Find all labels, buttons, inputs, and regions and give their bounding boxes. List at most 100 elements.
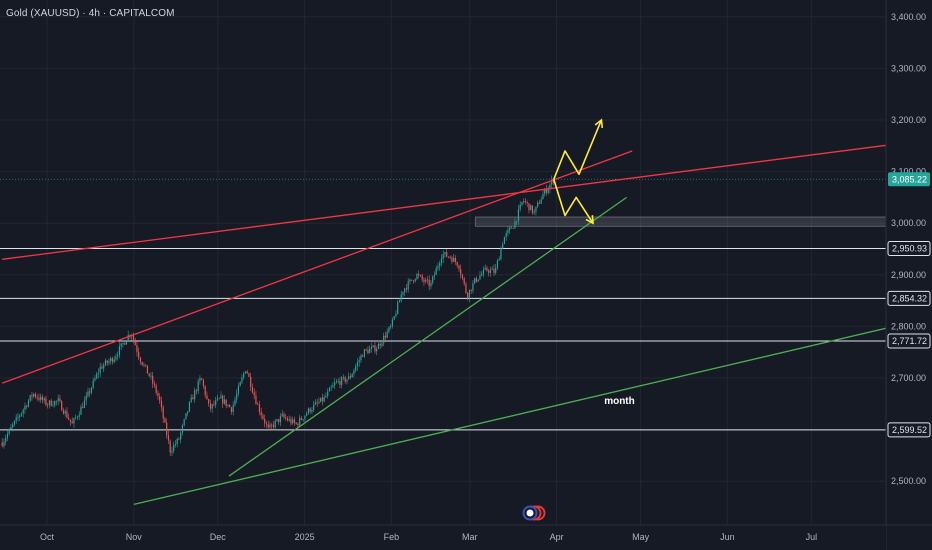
trendline[interactable] [133,306,932,506]
candle-body [31,394,33,397]
candle-body [169,440,171,453]
candle-body [306,413,308,416]
candle-body [304,415,306,420]
candle-body [125,341,128,345]
level-tag[interactable] [887,422,931,438]
candle-body [544,188,546,194]
trendline[interactable] [228,196,627,477]
price-tick-label: 3,000.00 [891,218,926,228]
candle-body [134,339,136,346]
candle-body [465,283,467,293]
candle-body [122,343,124,344]
candle-body [59,398,61,402]
candle-body [360,355,362,361]
candle-body [174,444,177,446]
candle-body [146,365,149,374]
candle-body [495,267,497,274]
trendline[interactable] [2,133,932,260]
candle-body [104,360,107,366]
price-axis[interactable]: 2,500.002,600.002,700.002,800.002,900.00… [885,0,932,550]
candle-body [428,279,430,287]
candle-body [423,279,425,282]
time-tick-label: Apr [550,532,564,542]
levels-layer [0,178,886,431]
projection-path[interactable] [553,179,594,224]
current-price-tag[interactable] [888,172,930,187]
candle-body [262,415,264,419]
candle-body [101,366,103,369]
candle-body [412,280,415,282]
candle-body [454,257,457,262]
candle-body [307,408,310,414]
candle-body [414,279,416,282]
candle-body [97,372,100,374]
candle-body [83,400,86,408]
candle-body [481,274,483,276]
candle-body [173,444,175,451]
candle-body [451,257,453,262]
candle-body [157,392,159,397]
candle-body [325,395,327,398]
candle-body [234,399,236,406]
candle-body [73,418,75,424]
candle-body [363,349,366,357]
candle-body [456,261,458,266]
candle-body [398,300,401,303]
candle-body [327,391,329,396]
annotation-label[interactable]: month [604,396,635,407]
projection-path[interactable] [553,119,603,180]
candle-body [498,258,500,261]
candle-body [68,417,70,420]
candle-body [110,358,112,362]
candle-body [185,413,187,420]
candle-body [15,417,17,421]
candle-body [358,360,360,363]
level-tag[interactable] [887,290,931,306]
candle-body [372,345,374,347]
candle-body [127,335,129,342]
candle-body [201,378,203,380]
candle-body [71,421,73,424]
price-tick-label: 3,400.00 [891,12,926,22]
candle-body [384,335,387,338]
price-axis-bg[interactable] [886,0,932,550]
candle-body [386,331,388,338]
candle-body [323,397,325,402]
candle-body [215,400,217,405]
candle-body [194,390,196,400]
candle-body [430,282,432,287]
level-tag[interactable] [887,241,931,257]
candle-body [545,188,548,193]
candle-body [136,345,138,352]
candle-body [209,403,212,409]
candle-body [318,401,320,403]
candle-body [52,405,54,407]
candle-body [463,278,465,284]
candle-body [66,411,68,418]
candle-body [461,274,464,279]
candle-body [57,398,59,401]
candle-body [183,419,185,426]
candle-body [132,335,135,340]
candle-body [426,279,429,281]
support-zone[interactable] [474,216,932,227]
candle-body [355,366,357,371]
candle-body [141,362,143,365]
trendline[interactable] [1,150,633,384]
candle-body [505,232,507,238]
candle-body [314,402,317,405]
candle-body [479,275,481,280]
level-tag[interactable] [887,333,931,349]
candle-body [523,200,525,203]
candle-body [33,393,35,397]
candle-body [393,316,395,320]
event-markers[interactable] [522,505,546,521]
candle-body [488,270,490,273]
time-axis[interactable]: Oct Nov Dec 2025 Feb Mar Apr May Jun Jul [0,524,932,550]
candle-body [43,398,45,401]
time-axis-bg[interactable] [0,525,886,550]
candle-body [353,370,355,375]
candles-layer [1,175,555,457]
